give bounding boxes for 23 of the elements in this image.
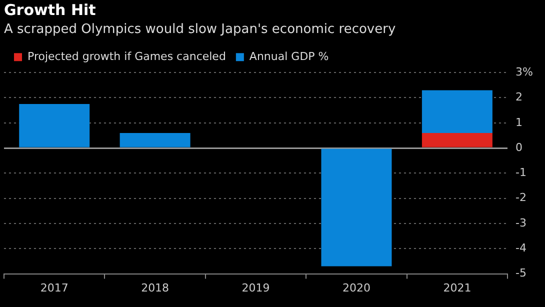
bar bbox=[422, 90, 492, 133]
bar bbox=[321, 148, 392, 266]
x-tick-label: 2018 bbox=[141, 281, 170, 294]
x-tick-label: 2019 bbox=[242, 281, 270, 294]
y-tick-label: 3% bbox=[516, 65, 533, 78]
y-tick-label: 0 bbox=[516, 140, 523, 154]
y-tick-label: -2 bbox=[516, 191, 527, 204]
bar bbox=[422, 132, 492, 148]
chart-subtitle: A scrapped Olympics would slow Japan's economic recovery bbox=[4, 22, 396, 38]
x-tick-label: 2017 bbox=[40, 281, 68, 294]
x-tick-label: 2021 bbox=[443, 281, 472, 294]
y-tick-label: -3 bbox=[516, 216, 527, 230]
y-tick-label: -4 bbox=[516, 242, 527, 255]
chart-title: Growth Hit bbox=[4, 0, 96, 19]
bar bbox=[120, 132, 190, 148]
legend-label: Projected growth if Games canceled bbox=[28, 50, 226, 63]
y-tick-label: 2 bbox=[516, 90, 523, 104]
x-tick-label: 2020 bbox=[342, 281, 370, 294]
y-tick-label: 1 bbox=[516, 116, 523, 129]
bar bbox=[19, 104, 90, 148]
legend-label: Annual GDP % bbox=[249, 50, 329, 63]
y-tick-label: -1 bbox=[516, 166, 527, 180]
y-tick-label: -5 bbox=[516, 266, 527, 280]
